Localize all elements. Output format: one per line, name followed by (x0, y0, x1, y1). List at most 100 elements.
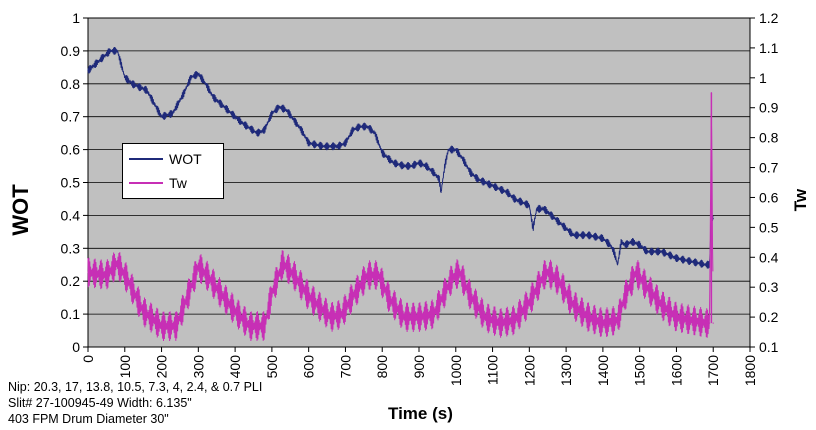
data-point-wot (705, 264, 707, 266)
data-point-wot (381, 152, 383, 154)
data-point-wot (543, 208, 545, 210)
data-point-wot (197, 73, 199, 75)
y-tick-label: 0.4 (61, 207, 81, 223)
data-point-tw (127, 280, 130, 282)
y-tick-label: 0.1 (61, 306, 81, 322)
data-point-wot (602, 237, 604, 240)
data-point-tw (234, 310, 236, 312)
data-point-tw (352, 295, 354, 297)
x-tick-label: 600 (301, 355, 317, 379)
data-point-wot (484, 181, 486, 184)
x-tick-label: 500 (264, 355, 280, 379)
data-point-wot (271, 112, 273, 115)
data-point-wot (153, 102, 155, 105)
data-point-wot (528, 204, 530, 207)
data-point-wot (374, 132, 376, 134)
data-point-tw (142, 310, 144, 312)
series-layer (87, 46, 714, 342)
data-point-wot (308, 142, 310, 144)
data-point-wot (352, 129, 354, 131)
data-point-tw (690, 319, 692, 321)
legend: WOT Tw (122, 143, 224, 199)
y-tick-label: 0.8 (61, 76, 81, 92)
data-point-tw (388, 298, 391, 300)
data-point-wot (263, 129, 266, 131)
data-point-wot (617, 264, 619, 266)
y-tick-label: 0.6 (61, 142, 81, 158)
x-axis-title: Time (s) (388, 404, 453, 423)
data-point-wot (613, 250, 615, 253)
data-point-tw (458, 271, 461, 273)
data-point-wot (205, 83, 207, 85)
data-point-wot (337, 145, 339, 147)
data-point-wot (344, 142, 347, 144)
data-point-tw (708, 322, 711, 324)
annotation-slit: Slit# 27-100945-49 Width: 6.135" (8, 396, 192, 410)
data-point-wot (447, 149, 450, 151)
data-point-tw (514, 319, 516, 321)
data-point-wot (440, 191, 442, 193)
data-point-wot (444, 165, 446, 167)
data-point-tw (617, 319, 619, 321)
y2-tick-label: 0.9 (759, 100, 779, 116)
data-point-wot (411, 165, 413, 167)
data-point-wot (87, 70, 89, 72)
data-point-wot (521, 201, 523, 203)
x-tick-label: 1100 (485, 355, 501, 385)
data-point-tw (160, 325, 163, 327)
data-point-wot (241, 122, 244, 124)
data-point-tw (528, 301, 530, 303)
data-point-tw (469, 295, 472, 297)
data-point-tw (366, 274, 369, 276)
x-tick-label: 1600 (668, 355, 684, 386)
data-point-wot (609, 244, 611, 246)
x-tick-label: 700 (337, 355, 353, 379)
data-point-tw (547, 271, 549, 273)
y2-tick-label: 0.2 (759, 309, 779, 325)
data-point-wot (690, 260, 692, 263)
data-point-wot (491, 185, 494, 187)
y-tick-label: 0.3 (61, 240, 81, 256)
data-point-tw (190, 286, 192, 288)
legend-label-tw: Tw (169, 175, 187, 191)
data-point-wot (392, 162, 394, 164)
data-point-wot (278, 106, 280, 108)
data-point-tw (116, 262, 119, 264)
y2-tick-label: 0.4 (759, 249, 779, 265)
y2-tick-label: 0.7 (759, 160, 779, 176)
data-point-wot (514, 198, 516, 200)
data-point-tw (403, 316, 405, 318)
data-point-tw (271, 292, 273, 294)
x-tick-label: 1800 (742, 355, 758, 386)
data-point-wot (418, 162, 420, 164)
x-tick-label: 1200 (521, 355, 537, 386)
data-point-wot (366, 125, 369, 128)
data-point-tw (587, 316, 589, 318)
data-point-wot (433, 172, 435, 174)
data-point-wot (438, 178, 440, 180)
data-point-wot (109, 50, 111, 52)
data-point-tw (87, 271, 89, 273)
data-point-wot (359, 125, 361, 128)
data-point-wot (403, 165, 405, 167)
data-point-tw (282, 262, 284, 264)
y2-tick-label: 0.3 (759, 279, 779, 295)
annotation-speed: 403 FPM Drum Diameter 30" (8, 412, 169, 426)
data-point-tw (249, 325, 251, 327)
data-point-wot (116, 50, 119, 52)
data-point-wot (219, 102, 221, 105)
y2-tick-label: 0.5 (759, 219, 779, 235)
x-tick-label: 100 (117, 355, 133, 379)
data-point-tw (712, 322, 714, 324)
data-point-wot (138, 86, 141, 88)
data-point-wot (190, 76, 192, 78)
data-point-wot (212, 96, 214, 98)
data-point-tw (624, 295, 626, 297)
data-point-wot (624, 244, 626, 246)
y-tick-label: 0.5 (61, 175, 81, 191)
data-point-wot (102, 56, 104, 59)
x-tick-label: 200 (154, 355, 170, 379)
y2-axis-title: Tw (791, 188, 810, 211)
data-point-wot (462, 158, 464, 161)
